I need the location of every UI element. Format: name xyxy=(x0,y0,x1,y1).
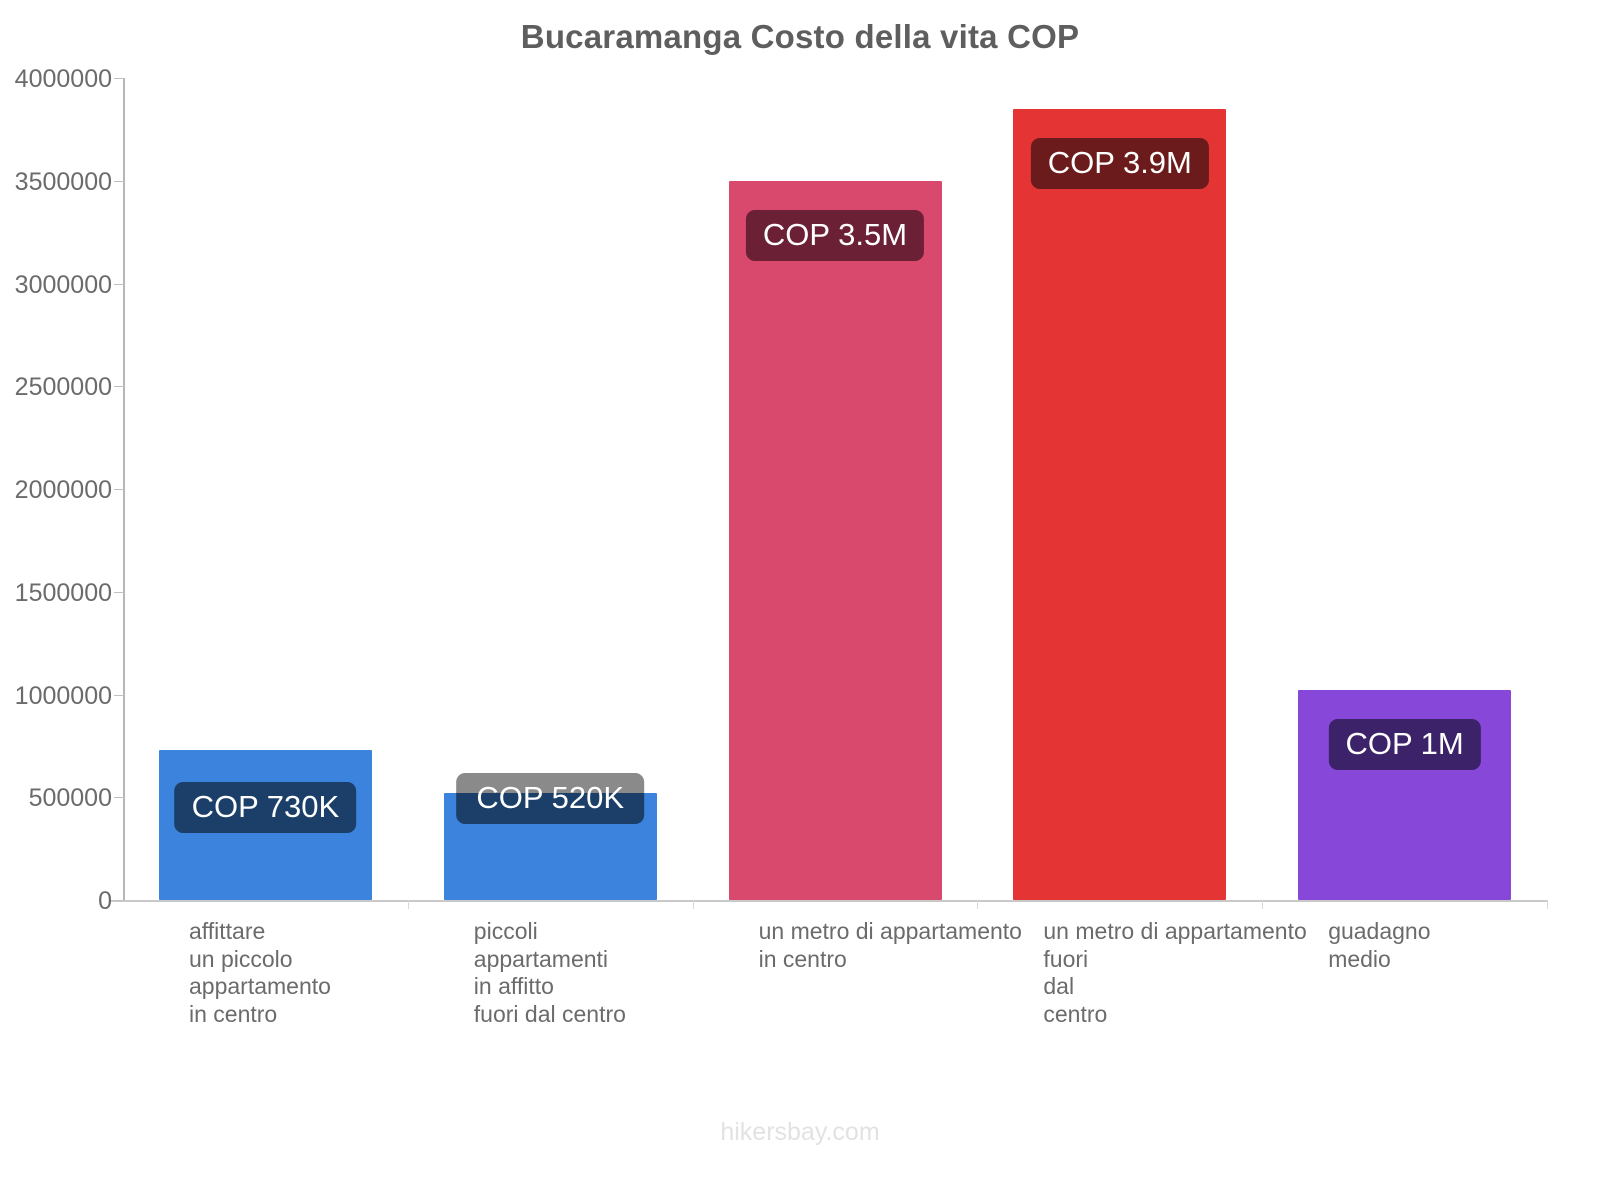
bar-value-label: COP 3.9M xyxy=(1030,137,1209,189)
bar[interactable] xyxy=(728,180,942,900)
bar-value-label: COP 730K xyxy=(174,781,357,833)
y-axis-tick-mark xyxy=(114,797,124,799)
y-axis-tick-mark xyxy=(114,180,124,182)
y-axis-tick-label: 1000000 xyxy=(14,681,112,710)
category-separator xyxy=(407,900,409,909)
y-axis-tick-label: 500000 xyxy=(28,784,112,813)
category-separator xyxy=(977,900,979,909)
y-axis-tick-mark xyxy=(114,900,124,901)
y-axis-tick-label: 4000000 xyxy=(14,65,112,93)
y-axis-tick-mark xyxy=(114,489,124,490)
x-axis-line xyxy=(110,900,1547,902)
y-axis-tick-mark xyxy=(114,591,124,593)
y-axis-tick-label: 1500000 xyxy=(14,578,112,607)
y-axis-tick-mark xyxy=(114,694,124,696)
bar-value-label: COP 1M xyxy=(1328,719,1481,771)
y-axis-tick-mark xyxy=(114,78,124,79)
y-axis-tick-label: 2500000 xyxy=(14,373,112,402)
category-label: un metro di appartamento fuori dal centr… xyxy=(1043,918,1307,1027)
bar-rect[interactable] xyxy=(728,180,942,900)
category-label: un metro di appartamento in centro xyxy=(758,918,1022,972)
y-axis-tick-mark xyxy=(114,283,124,285)
category-separator xyxy=(692,900,694,909)
y-axis-tick-label: 2000000 xyxy=(14,476,112,504)
category-label: guadagno medio xyxy=(1328,918,1431,972)
bar-value-label: COP 520K xyxy=(456,773,645,825)
bar[interactable] xyxy=(1013,108,1227,900)
category-separator xyxy=(1547,900,1548,909)
plot-area: COP 730K COP 520K COP 3.5M COP 3.9M COP 1M xyxy=(123,78,1547,900)
y-axis-tick-label: 0 xyxy=(98,887,112,915)
y-axis-tick-label: 3500000 xyxy=(14,167,112,196)
y-axis-line xyxy=(123,78,125,901)
chart-title: Bucaramanga Costo della vita COP xyxy=(520,18,1080,55)
category-separator xyxy=(1262,900,1264,909)
footer-watermark: hikersbay.com xyxy=(720,1118,880,1146)
y-axis-tick-mark xyxy=(114,386,124,388)
category-label: piccoli appartamenti in affitto fuori da… xyxy=(473,918,626,1027)
bar-value-label: COP 3.5M xyxy=(745,209,925,261)
y-axis-tick-label: 3000000 xyxy=(14,270,112,299)
category-label: affittare un piccolo appartamento in cen… xyxy=(189,918,331,1027)
bar-rect[interactable] xyxy=(1013,108,1227,900)
